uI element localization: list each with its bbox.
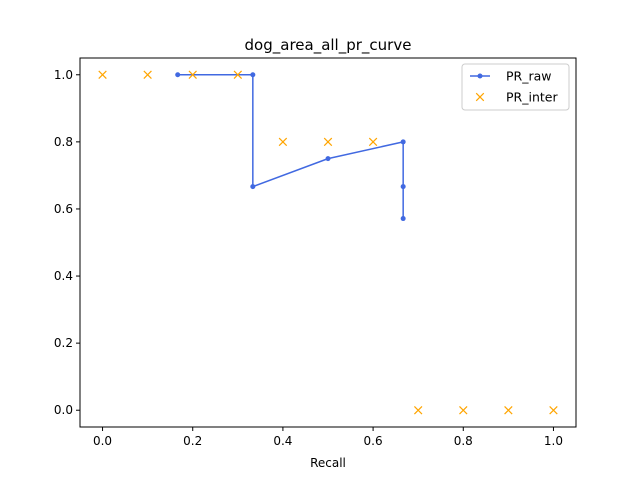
plot-area bbox=[98, 70, 558, 415]
legend: PR_raw PR_inter bbox=[461, 63, 570, 111]
y-tick-label: 0.2 bbox=[54, 336, 73, 350]
pr-inter-point bbox=[549, 406, 558, 415]
x-axis: 0.0 0.2 0.4 0.6 0.8 1.0 bbox=[93, 427, 563, 448]
x-axis-label: Recall bbox=[310, 456, 346, 470]
y-axis: 0.0 0.2 0.4 0.6 0.8 1.0 bbox=[54, 68, 80, 417]
legend-label: PR_inter bbox=[506, 90, 558, 105]
pr-inter-point bbox=[233, 70, 243, 79]
y-tick-label: 1.0 bbox=[54, 68, 73, 82]
y-tick-label: 0.4 bbox=[54, 269, 73, 283]
pr-raw-point bbox=[400, 216, 406, 222]
pr-inter-point bbox=[504, 406, 513, 415]
y-tick-label: 0.0 bbox=[54, 403, 73, 417]
x-tick-label: 0.4 bbox=[273, 434, 292, 448]
x-tick-label: 1.0 bbox=[544, 434, 563, 448]
pr-inter-point bbox=[278, 137, 288, 147]
chart-title: dog_area_all_pr_curve bbox=[245, 36, 412, 55]
pr-inter-point bbox=[98, 70, 107, 79]
x-tick-label: 0.6 bbox=[364, 434, 383, 448]
legend-item: PR_inter bbox=[475, 90, 558, 105]
pr-raw-point bbox=[400, 184, 406, 190]
x-tick-label: 0.0 bbox=[93, 434, 112, 448]
pr-raw-point bbox=[250, 184, 256, 190]
y-tick-label: 0.8 bbox=[54, 135, 73, 149]
pr-inter-point bbox=[459, 406, 468, 415]
pr-inter-point bbox=[368, 137, 378, 147]
legend-label: PR_raw bbox=[506, 69, 552, 84]
axes-frame bbox=[79, 57, 577, 428]
x-tick-label: 0.8 bbox=[454, 434, 473, 448]
pr-inter-point bbox=[143, 70, 152, 79]
legend-x-swatch bbox=[475, 92, 485, 102]
pr-inter-point bbox=[188, 70, 197, 79]
pr-raw-point bbox=[325, 156, 331, 162]
x-tick-label: 0.2 bbox=[183, 434, 202, 448]
pr-inter-point bbox=[413, 406, 423, 415]
legend-dot-swatch bbox=[477, 73, 483, 79]
pr-raw-point bbox=[250, 72, 256, 78]
pr-raw-point bbox=[175, 72, 181, 78]
legend-item: PR_raw bbox=[470, 69, 552, 84]
pr-raw-point bbox=[400, 139, 406, 145]
y-tick-label: 0.6 bbox=[54, 202, 73, 216]
pr-inter-point bbox=[323, 137, 333, 147]
